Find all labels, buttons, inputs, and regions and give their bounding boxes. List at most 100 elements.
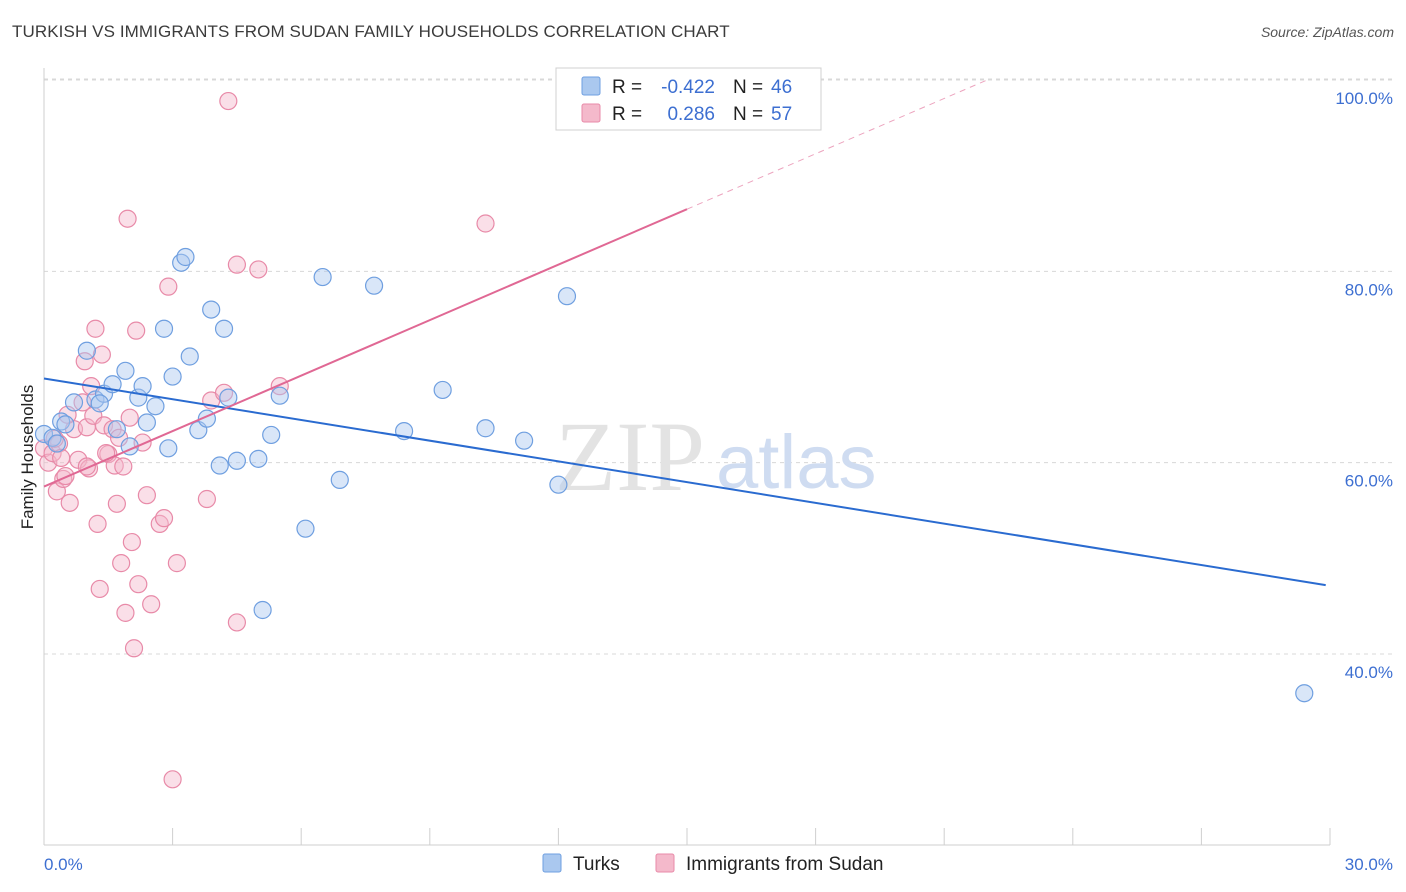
point-turks-0 [34,424,54,444]
point-turks-29 [227,451,246,470]
watermark-zip: ZIP [555,401,705,512]
point-turks-27 [214,319,234,338]
point-turks-2 [47,434,66,453]
point-sudan-48 [227,613,246,632]
point-turks-18 [159,439,178,458]
point-sudan-50 [249,260,268,279]
point-sudan-49 [227,255,246,274]
point-turks-41 [515,431,534,450]
point-sudan-31 [120,408,139,427]
stats-legend: R = -0.422 N = 46 R = 0.286 N = 57 [555,67,822,131]
point-turks-5 [64,393,84,412]
point-turks-17 [154,319,174,338]
point-sudan-35 [129,575,148,594]
point-turks-15 [137,413,156,432]
legend-n-value-turks: 46 [771,77,792,98]
y-tick-label-40: 40.0% [1345,663,1393,682]
point-turks-33 [270,386,289,405]
point-turks-36 [330,470,349,489]
point-sudan-33 [124,639,144,658]
point-sudan-20 [92,345,111,364]
y-tick-label-80: 80.0% [1345,280,1393,299]
point-turks-31 [253,600,272,620]
legend-n-label-sudan: N = [733,104,763,125]
series-legend: Turks Immigrants from Sudan [542,853,883,875]
series-legend-label-turks: Turks [573,854,620,875]
point-turks-16 [146,397,165,416]
point-turks-21 [176,247,195,267]
watermark-atlas: atlas [716,420,877,505]
point-turks-26 [210,456,229,475]
series-legend-swatch-turks [542,853,562,873]
point-sudan-41 [159,277,178,296]
point-sudan-43 [163,770,182,789]
point-turks-11 [116,361,135,380]
watermark: ZIP atlas [555,401,877,512]
point-sudan-37 [137,486,156,505]
point-turks-35 [313,267,332,287]
axes [43,68,1331,846]
point-turks-19 [163,367,182,386]
legend-n-value-sudan: 57 [771,104,792,125]
point-turks-34 [296,519,315,538]
point-sudan-28 [114,457,133,476]
point-sudan-34 [127,321,146,340]
x-tick-label-min: 0.0% [44,855,83,874]
point-turks-37 [364,276,384,295]
point-sudan-18 [88,514,107,533]
y-tick-labels: 40.0% 60.0% 80.0% 100.0% [1335,89,1393,682]
point-sudan-17 [86,319,105,338]
legend-n-label-turks: N = [733,77,763,98]
point-turks-44 [1295,684,1314,703]
y-axis-title: Family Households [18,385,37,530]
trend-line-sudan [43,208,688,488]
legend-r-label-sudan: R = [612,104,642,125]
legend-swatch-sudan [581,103,601,123]
point-sudan-52 [476,214,495,233]
point-sudan-40 [154,509,174,528]
point-sudan-44 [197,489,216,509]
grid-lines [44,78,1393,655]
point-turks-10 [107,420,126,439]
series-legend-swatch-sudan [655,853,675,873]
point-turks-32 [262,425,281,445]
point-sudan-7 [56,466,75,486]
y-tick-label-100: 100.0% [1335,89,1393,108]
point-turks-45 [90,394,109,413]
point-turks-43 [557,287,577,306]
legend-swatch-turks [581,76,601,96]
point-turks-40 [476,419,495,438]
point-sudan-27 [112,554,131,573]
legend-r-label-turks: R = [612,77,642,98]
point-turks-30 [249,449,268,468]
data-points [34,91,1314,789]
point-turks-25 [202,300,221,319]
trend-line-turks [43,377,1326,587]
legend-r-value-turks: -0.422 [661,77,715,98]
point-sudan-51 [270,377,289,396]
point-sudan-25 [107,494,126,513]
point-turks-42 [549,475,568,494]
point-turks-14 [133,377,152,396]
point-sudan-42 [167,554,186,573]
source-label: Source: ZipAtlas.com [1260,24,1394,40]
point-turks-4 [56,415,75,434]
point-sudan-38 [142,595,161,614]
chart-title: TURKISH VS IMMIGRANTS FROM SUDAN FAMILY … [12,22,730,41]
point-sudan-47 [219,91,238,111]
point-sudan-32 [122,532,141,552]
point-sudan-19 [90,579,109,599]
point-turks-39 [433,380,452,400]
legend-r-value-sudan: 0.286 [667,104,715,125]
point-sudan-29 [116,603,135,622]
point-sudan-30 [118,209,137,228]
x-tick-label-max: 30.0% [1345,855,1393,874]
point-sudan-8 [60,493,79,512]
trend-lines [43,79,1326,587]
point-turks-6 [77,341,96,360]
point-turks-22 [180,347,199,366]
y-tick-label-60: 60.0% [1345,472,1393,491]
point-sudan-2 [43,444,62,463]
series-legend-label-sudan: Immigrants from Sudan [686,854,883,875]
